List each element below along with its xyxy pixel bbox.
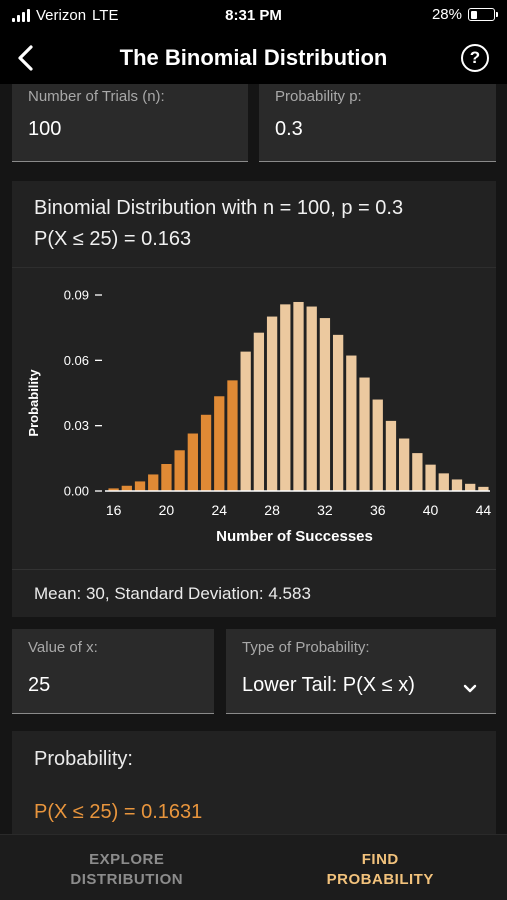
- bar-x-39: [412, 453, 423, 491]
- probability-result-label: Probability:: [34, 748, 133, 770]
- bar-x-34: [346, 355, 357, 491]
- y-tick-label: 0.00: [64, 484, 89, 499]
- bar-x-16: [108, 488, 119, 491]
- page-title: The Binomial Distribution: [119, 45, 388, 70]
- y-tick-label: 0.06: [64, 353, 89, 368]
- network-type: LTE: [92, 7, 119, 24]
- x-value-input[interactable]: 25: [28, 674, 51, 696]
- distribution-card: Binomial Distribution with n = 100, p = …: [12, 181, 496, 617]
- bar-x-42: [451, 479, 463, 491]
- x-tick-label: 28: [264, 502, 280, 518]
- x-tick-label: 40: [423, 502, 439, 518]
- x-value-label: Value of x:: [28, 639, 98, 656]
- distribution-stats: Mean: 30, Standard Deviation: 4.583: [12, 569, 496, 617]
- battery-icon: [468, 8, 498, 21]
- bar-x-22: [187, 433, 198, 491]
- carrier-info: Verizon LTE: [12, 7, 118, 24]
- binomial-chart: 0.00 0.03 0.06 0.09 16 20 24 28 32 36 40 44 Number…: [26, 288, 492, 546]
- x-tick-label: 16: [106, 502, 122, 518]
- x-value-field[interactable]: Value of x: 25: [12, 629, 214, 714]
- x-tick-label: 24: [211, 502, 227, 518]
- x-tick-label: 20: [159, 502, 175, 518]
- status-bar: Verizon LTE 8:31 PM 28%: [0, 0, 507, 32]
- x-tick-label: 36: [370, 502, 386, 518]
- help-button[interactable]: ?: [461, 44, 489, 72]
- bottom-tab-bar: EXPLORE DISTRIBUTION FIND PROBABILITY: [0, 834, 507, 900]
- probability-type-value[interactable]: Lower Tail: P(X ≤ x): [242, 674, 415, 696]
- x-tick-label: 32: [317, 502, 333, 518]
- bar-x-33: [332, 334, 344, 491]
- chevron-left-icon: [18, 45, 33, 71]
- question-circle-icon: ?: [469, 48, 481, 67]
- bar-x-20: [161, 464, 172, 491]
- bar-x-26: [240, 351, 251, 491]
- x-tick-label: 44: [476, 502, 492, 518]
- bar-x-24: [214, 396, 225, 491]
- battery-info: 28%: [431, 6, 498, 23]
- back-button[interactable]: [10, 42, 42, 74]
- battery-fill: [470, 10, 477, 19]
- y-axis-label: Probability: [26, 369, 41, 437]
- probability-type-select[interactable]: Type of Probability: Lower Tail: P(X ≤ x…: [226, 629, 496, 714]
- probability-p-field[interactable]: Probability p: 0.3: [259, 84, 496, 162]
- trials-field[interactable]: Number of Trials (n): 100: [12, 84, 248, 162]
- bar-x-31: [306, 306, 317, 491]
- probability-p-label: Probability p:: [275, 88, 362, 105]
- y-tick-label: 0.09: [64, 288, 89, 303]
- y-axis-ticks: 0.00 0.03 0.06 0.09: [64, 288, 102, 499]
- bar-x-23: [200, 414, 212, 491]
- bar-x-32: [319, 318, 331, 491]
- main-content[interactable]: Number of Trials (n): 100 Probability p:…: [0, 84, 507, 834]
- distribution-title-line1: Binomial Distribution with n = 100, p = …: [34, 197, 404, 219]
- bar-x-27: [253, 332, 265, 491]
- distribution-title: Binomial Distribution with n = 100, p = …: [34, 193, 403, 255]
- y-tick-label: 0.03: [64, 418, 89, 433]
- bar-x-21: [174, 450, 185, 491]
- bar-x-44: [478, 486, 489, 491]
- chart-bars: [108, 301, 489, 491]
- probability-result-value: P(X ≤ 25) = 0.1631: [34, 801, 203, 823]
- trials-label: Number of Trials (n):: [28, 88, 165, 105]
- mean-sd-text: Mean: 30, Standard Deviation: 4.583: [34, 584, 311, 603]
- tab-find-probability[interactable]: FIND PROBABILITY: [254, 835, 507, 900]
- chevron-down-icon[interactable]: [462, 681, 478, 697]
- probability-result-card: Probability: P(X ≤ 25) = 0.1631: [12, 731, 496, 834]
- bar-x-37: [385, 420, 397, 491]
- bar-x-28: [266, 316, 278, 491]
- bar-x-25: [227, 380, 238, 491]
- battery-percent: 28%: [431, 6, 462, 23]
- tab-explore-line1: EXPLORE: [89, 851, 165, 868]
- cumulative-probability-summary: P(X ≤ 25) = 0.163: [34, 228, 192, 250]
- signal-strength-icon: [12, 9, 30, 22]
- bar-x-30: [293, 301, 304, 491]
- probability-p-input[interactable]: 0.3: [275, 118, 303, 140]
- bar-x-43: [465, 483, 476, 491]
- x-axis-label: Number of Successes: [216, 528, 373, 545]
- tab-explore-distribution[interactable]: EXPLORE DISTRIBUTION: [0, 835, 254, 900]
- bar-x-17: [121, 485, 132, 491]
- divider: [12, 267, 496, 268]
- tab-find-line1: FIND: [361, 851, 399, 868]
- carrier-name: Verizon: [36, 7, 87, 24]
- bar-x-29: [280, 304, 291, 491]
- bar-x-41: [438, 473, 449, 491]
- tab-find-line2: PROBABILITY: [326, 871, 434, 888]
- bar-x-35: [359, 377, 370, 491]
- bar-x-18: [134, 481, 146, 491]
- bar-x-38: [399, 438, 410, 491]
- navigation-bar: The Binomial Distribution ?: [0, 32, 507, 84]
- x-axis-ticks: 16 20 24 28 32 36 40 44: [106, 502, 492, 518]
- status-time: 8:31 PM: [225, 7, 282, 24]
- bar-x-19: [148, 474, 159, 491]
- bar-x-40: [425, 464, 436, 491]
- probability-type-label: Type of Probability:: [242, 639, 370, 656]
- trials-input[interactable]: 100: [28, 118, 62, 140]
- tab-explore-line2: DISTRIBUTION: [70, 871, 184, 888]
- bar-x-36: [372, 399, 383, 491]
